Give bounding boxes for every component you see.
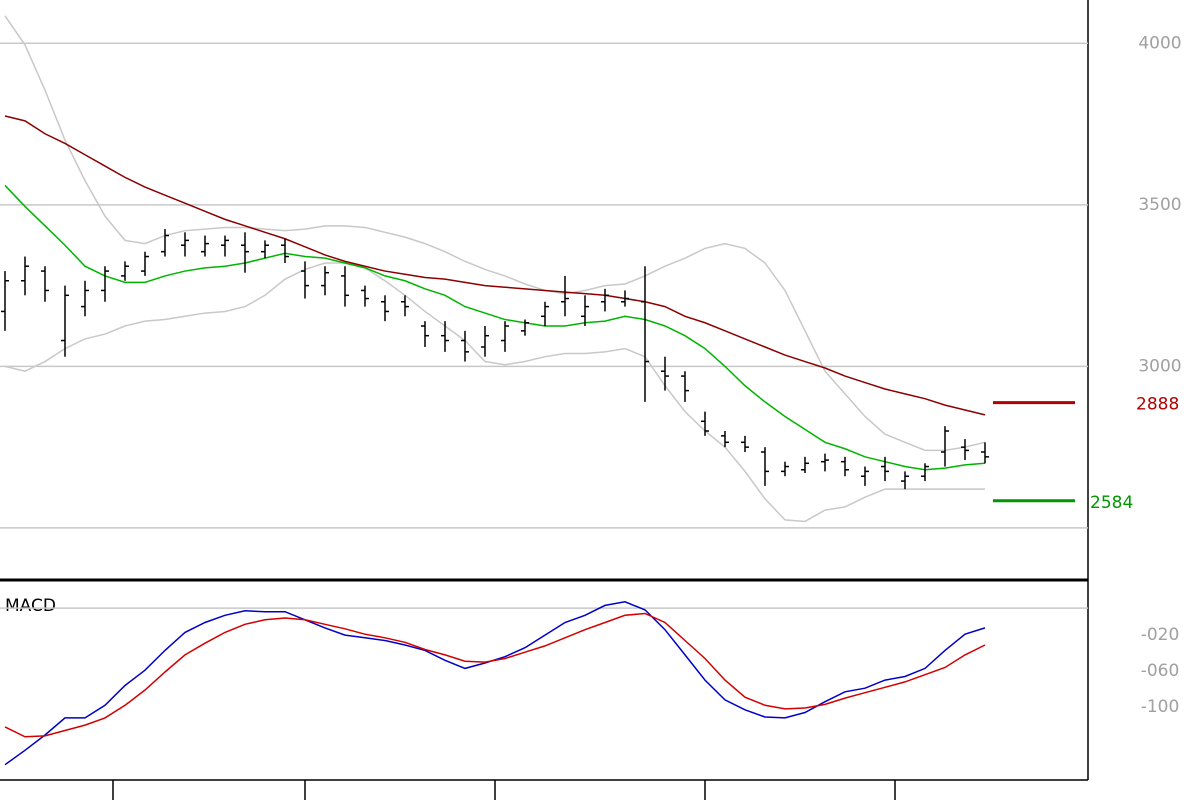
y-tick-label: -020 (1141, 625, 1180, 645)
panel-title: MACD (5, 596, 56, 616)
price-label: 2584 (1090, 493, 1133, 513)
indicator-line (4, 15, 986, 452)
indicator-line (4, 184, 986, 471)
y-tick-label: -100 (1141, 697, 1180, 717)
indicator-line (4, 262, 985, 523)
macd-line (4, 612, 986, 738)
y-tick-label: 3000 (1138, 356, 1181, 376)
y-tick-label: 4000 (1138, 33, 1181, 53)
price-label: 2888 (1136, 395, 1179, 415)
indicator-line (4, 115, 986, 416)
y-tick-label: 3500 (1138, 195, 1181, 215)
y-tick-label: -060 (1141, 661, 1180, 681)
